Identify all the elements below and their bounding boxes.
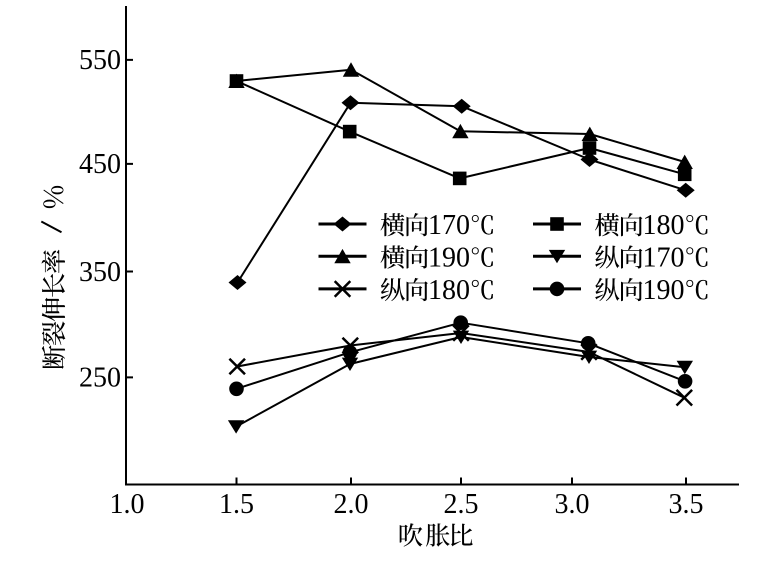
- svg-text:350: 350: [79, 257, 121, 288]
- svg-text:550: 550: [79, 45, 121, 76]
- svg-text:170: 170: [643, 243, 685, 274]
- svg-text:450: 450: [79, 149, 121, 180]
- svg-text:180: 180: [428, 275, 470, 306]
- svg-text:250: 250: [79, 363, 121, 394]
- svg-text:190: 190: [428, 243, 470, 274]
- svg-text:2.0: 2.0: [334, 489, 369, 520]
- svg-text:180: 180: [643, 210, 685, 241]
- svg-text:1.5: 1.5: [219, 489, 254, 520]
- svg-text:3.0: 3.0: [555, 489, 590, 520]
- svg-text:2.5: 2.5: [444, 489, 479, 520]
- svg-text:1.0: 1.0: [110, 489, 145, 520]
- svg-text:190: 190: [643, 275, 685, 306]
- svg-text:3.5: 3.5: [669, 489, 704, 520]
- svg-text:170: 170: [428, 210, 470, 241]
